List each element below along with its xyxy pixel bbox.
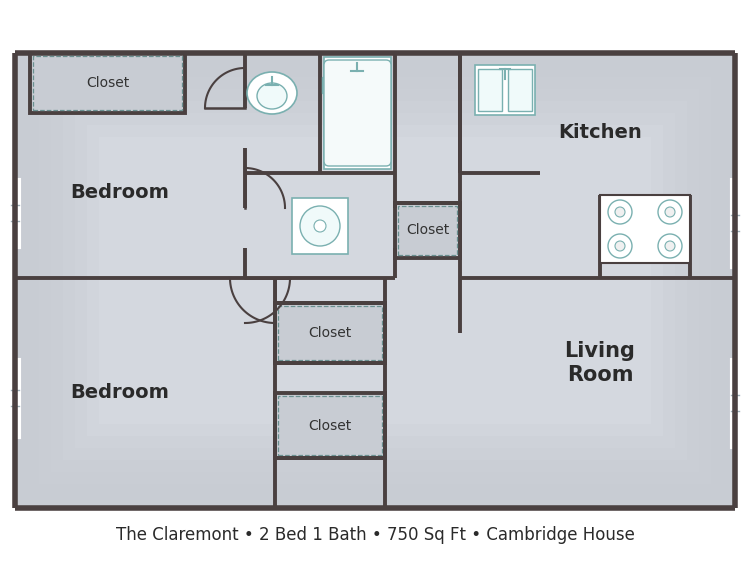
Text: Closet: Closet [86,76,129,90]
Bar [278,396,382,455]
Bar [51,89,699,472]
Text: Kitchen: Kitchen [558,123,642,142]
Bar [324,57,391,169]
Bar [27,65,723,496]
Ellipse shape [257,83,287,109]
Text: The Claremont • 2 Bed 1 Bath • 750 Sq Ft • Cambridge House: The Claremont • 2 Bed 1 Bath • 750 Sq Ft… [116,526,634,544]
Circle shape [314,220,326,232]
Bar [395,203,460,258]
Circle shape [300,206,340,246]
Ellipse shape [325,89,355,125]
Bar [275,303,385,363]
Circle shape [608,200,632,224]
Bar [39,77,711,484]
Circle shape [658,234,682,258]
Text: Bedroom: Bedroom [70,383,170,403]
Bar [478,69,502,111]
Bar [15,53,735,508]
Ellipse shape [247,72,297,114]
Bar [322,77,358,93]
Circle shape [665,207,675,217]
Text: Bedroom: Bedroom [70,184,170,203]
Bar [278,306,382,360]
Bar [63,101,687,460]
Bar [99,137,651,424]
Bar [30,53,185,113]
Bar [292,198,348,254]
Circle shape [615,241,625,251]
Bar [33,56,182,110]
Bar [87,125,663,436]
Bar [398,206,457,255]
Circle shape [615,207,625,217]
Bar [600,195,690,263]
Bar [508,69,532,111]
Text: Closet: Closet [308,326,352,340]
Text: Closet: Closet [308,418,352,432]
Bar [475,65,535,115]
Circle shape [608,234,632,258]
Text: Living
Room: Living Room [565,341,635,386]
Bar [15,53,735,508]
Circle shape [665,241,675,251]
FancyBboxPatch shape [324,60,391,166]
Bar [75,113,675,448]
Circle shape [658,200,682,224]
Text: Closet: Closet [406,224,449,238]
Bar [275,393,385,458]
